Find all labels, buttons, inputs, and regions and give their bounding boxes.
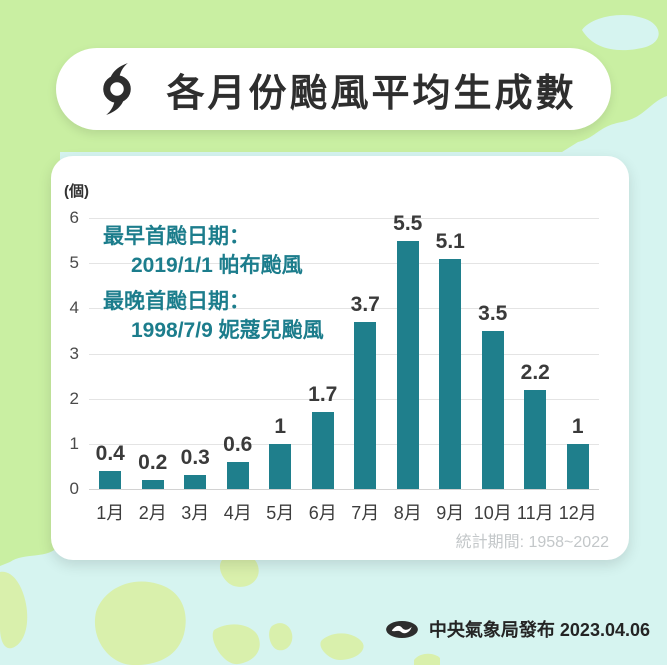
x-tick-label: 4月 (223, 503, 252, 523)
x-tick-label: 8月 (393, 503, 422, 523)
island-shape (212, 624, 260, 665)
bar-value-label: 2.2 (520, 360, 550, 384)
gridline-y0 (89, 489, 599, 490)
annotation-line: 最晚首颱日期： (103, 290, 250, 313)
island-shape (0, 571, 28, 649)
island-shape (269, 623, 293, 651)
bar-value-label: 5.5 (393, 211, 423, 235)
x-tick-label: 9月 (436, 503, 465, 523)
bar-7 (354, 321, 377, 489)
island-shape (219, 553, 259, 587)
bar-column-2: 0.2 2月 (132, 218, 175, 523)
sea-inlet-shape (582, 15, 659, 51)
annotation-line: 1998/7/9 妮蔻兒颱風 (131, 319, 324, 342)
island-shape (414, 653, 440, 665)
bar-value-label: 0.2 (138, 450, 168, 474)
bar-8 (396, 240, 419, 489)
island-shape (94, 581, 186, 665)
bar-column-12: 1 12月 (557, 218, 600, 523)
bar-column-4: 0.6 4月 (217, 218, 260, 523)
bar-value-label: 3.7 (350, 292, 380, 316)
bar-1 (99, 470, 122, 489)
annotation-line: 最早首颱日期： (103, 225, 250, 248)
y-axis-unit-label: (個) (64, 183, 89, 200)
x-tick-label: 2月 (138, 503, 167, 523)
bar-5 (269, 443, 292, 489)
bar-column-10: 3.5 10月 (472, 218, 515, 523)
bars-row: 0.4 1月 0.2 2月 0.3 3月 0.6 4月 1 5月 1.7 6月 3.7 7月 5.5 8月 5.… (89, 212, 600, 523)
y-tick-label-0: 0 (69, 479, 79, 498)
bar-12 (566, 443, 589, 489)
bar-column-7: 3.7 7月 (344, 218, 387, 523)
x-tick-label: 3月 (181, 503, 210, 523)
bar-column-5: 1 5月 (259, 218, 302, 523)
x-tick-label: 6月 (308, 503, 337, 523)
x-tick-label: 1月 (96, 503, 125, 523)
gridline-y3 (89, 353, 599, 355)
y-tick-label-2: 2 (69, 388, 79, 408)
bar-11 (524, 389, 547, 489)
publisher-text: 中央氣象局發布 2023.04.06 (428, 620, 650, 640)
bar-column-6: 1.7 6月 (302, 218, 345, 523)
bar-column-3: 0.3 3月 (174, 218, 217, 523)
bar-value-label: 1 (571, 414, 584, 438)
island-shape (320, 633, 364, 660)
gridline-y2 (89, 398, 599, 400)
x-tick-label: 11月 (516, 503, 554, 523)
y-tick-label-4: 4 (69, 298, 79, 318)
gridline-y5 (89, 263, 599, 265)
bar-9 (439, 258, 462, 489)
y-tick-label-1: 1 (69, 433, 79, 453)
plot-area: 0.4 1月 0.2 2月 0.3 3月 0.6 4月 1 5月 1.7 6月 3.7 7月 5.5 8月 5.… (70, 208, 600, 523)
bar-column-9: 5.1 9月 (429, 218, 472, 523)
bar-column-1: 0.4 1月 (89, 218, 132, 523)
chart-card: (個) 0.4 1月 0.2 2月 0.3 3月 0.6 4月 1 5月 1.7 6月 3.7 7月 5.5… (51, 156, 629, 560)
bar-column-11: 2.2 11月 (514, 218, 557, 523)
bar-value-label: 0.3 (180, 446, 210, 470)
bar-4 (226, 461, 249, 489)
bar-2 (141, 479, 164, 489)
bar-value-label: 1 (274, 414, 287, 438)
title-bar: 各月份颱風平均生成數 (56, 48, 611, 130)
y-tick-label-5: 5 (69, 253, 79, 273)
annotation-line: 2019/1/1 帕布颱風 (131, 254, 303, 277)
bar-value-label: 1.7 (308, 383, 338, 407)
page-title: 各月份颱風平均生成數 (166, 72, 577, 115)
x-tick-label: 5月 (266, 503, 295, 523)
bar-value-label: 5.1 (435, 229, 465, 253)
cwa-logo-icon (386, 620, 418, 638)
stats-period-label: 統計期間: 1958~2022 (455, 534, 609, 551)
bar-column-8: 5.5 8月 (387, 212, 430, 523)
annotation: 最早首颱日期： 2019/1/1 帕布颱風 最晚首颱日期： 1998/7/9 妮… (103, 222, 324, 345)
bar-10 (481, 330, 504, 489)
bar-value-label: 3.5 (478, 301, 508, 325)
gridline-y1 (89, 443, 599, 445)
landmass-shape (0, 0, 667, 566)
y-tick-label-6: 6 (69, 208, 79, 227)
x-tick-label: 7月 (351, 503, 380, 523)
x-tick-label: 10月 (473, 503, 512, 523)
gridline-y4 (89, 308, 599, 310)
x-tick-label: 12月 (558, 503, 597, 523)
typhoon-icon (103, 63, 132, 115)
y-tick-label-3: 3 (69, 343, 79, 363)
bar-6 (311, 412, 334, 489)
bar-value-label: 0.4 (95, 441, 125, 465)
footer: 中央氣象局發布 2023.04.06 (385, 614, 650, 644)
bar-value-label: 0.6 (223, 432, 253, 456)
gridline-y6 (89, 218, 599, 219)
bar-3 (184, 475, 207, 489)
